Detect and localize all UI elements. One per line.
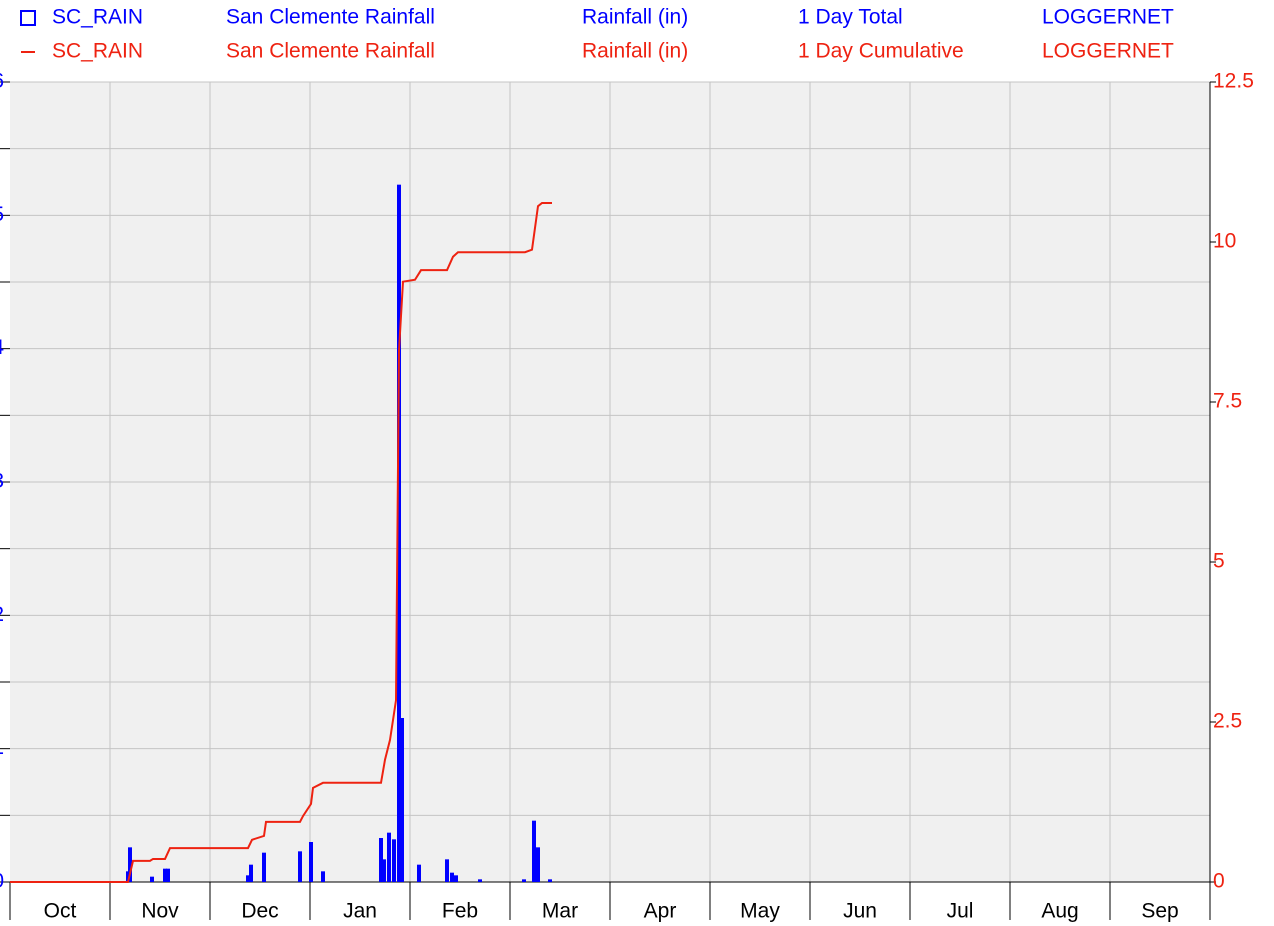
y-tick-label: 2 <box>0 603 4 626</box>
bar <box>397 184 401 882</box>
legend-source: LOGGERNET <box>1042 40 1174 63</box>
legend-station: San Clemente Rainfall <box>226 40 435 63</box>
bar <box>445 859 449 882</box>
x-tick-label: Nov <box>141 900 179 923</box>
bar <box>249 864 253 882</box>
bar <box>379 838 383 882</box>
x-tick-label: Sep <box>1141 900 1178 923</box>
x-tick-label: Oct <box>44 900 77 923</box>
bar <box>532 820 536 882</box>
y-tick-label: 4 <box>0 336 4 359</box>
legend-name: SC_RAIN <box>52 6 143 29</box>
bar <box>382 859 386 882</box>
y-tick-label: 0 <box>0 870 4 893</box>
y2-tick-label: 0 <box>1213 870 1225 893</box>
bar <box>150 876 154 882</box>
x-tick-label: Aug <box>1041 900 1078 923</box>
y2-tick-label: 5 <box>1213 550 1225 573</box>
bar <box>536 847 540 882</box>
bar <box>454 875 458 882</box>
legend-name: SC_RAIN <box>52 40 143 63</box>
x-tick-label: Jun <box>843 900 877 923</box>
bar <box>392 839 396 882</box>
bar <box>400 718 404 882</box>
y-tick-label: 6 <box>0 70 4 93</box>
bar <box>387 832 391 882</box>
bar <box>246 875 250 882</box>
bar <box>128 847 132 882</box>
y2-tick-label: 12.5 <box>1213 70 1254 93</box>
bar <box>478 879 482 882</box>
bar <box>166 868 170 882</box>
legend-source: LOGGERNET <box>1042 6 1174 29</box>
bar <box>417 864 421 882</box>
x-tick-label: Apr <box>644 900 677 923</box>
x-tick-label: Dec <box>241 900 278 923</box>
legend-symbol <box>20 10 36 26</box>
bar <box>163 868 167 882</box>
bar <box>548 879 552 882</box>
y-tick-label: 1 <box>0 736 4 759</box>
y2-tick-label: 10 <box>1213 230 1236 253</box>
line <box>10 201 552 883</box>
legend-station: San Clemente Rainfall <box>226 6 435 29</box>
bar <box>321 871 325 882</box>
x-tick-label: Jul <box>947 900 974 923</box>
bar <box>309 842 313 882</box>
x-tick-label: May <box>740 900 780 923</box>
bar <box>298 851 302 882</box>
x-tick-label: Mar <box>542 900 578 923</box>
y-tick-label: 5 <box>0 203 4 226</box>
legend-units: Rainfall (in) <box>582 6 688 29</box>
x-tick-label: Jan <box>343 900 377 923</box>
bar <box>522 879 526 882</box>
bar <box>262 852 266 882</box>
y2-tick-label: 7.5 <box>1213 390 1242 413</box>
legend-units: Rainfall (in) <box>582 40 688 63</box>
legend-interval: 1 Day Total <box>798 6 903 29</box>
y-tick-label: 3 <box>0 470 4 493</box>
x-tick-label: Feb <box>442 900 478 923</box>
bar <box>450 872 454 882</box>
y2-tick-label: 2.5 <box>1213 710 1242 733</box>
legend-interval: 1 Day Cumulative <box>798 40 964 63</box>
